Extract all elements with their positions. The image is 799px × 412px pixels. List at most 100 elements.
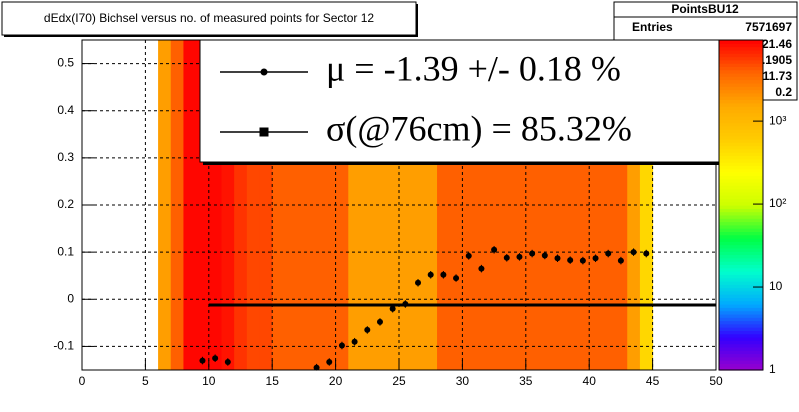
stats-value: 11.73 xyxy=(763,69,793,83)
profile-point xyxy=(224,358,231,365)
colorbar-step xyxy=(719,172,763,176)
colorbar-step xyxy=(719,112,763,117)
y-tick-label: 0.5 xyxy=(57,56,74,70)
heatmap-cell xyxy=(170,40,184,370)
colorbar-step xyxy=(719,99,763,104)
colorbar-step xyxy=(719,63,763,67)
colorbar-step xyxy=(719,261,763,265)
colorbar-step xyxy=(719,125,763,130)
colorbar-step xyxy=(719,277,763,282)
colorbar-step xyxy=(719,244,763,249)
legend-entry: σ(@76cm) = 85.32% xyxy=(326,108,632,148)
colorbar-step xyxy=(719,290,763,295)
colorbar-step xyxy=(719,59,763,64)
profile-point xyxy=(529,250,536,257)
stats-label: Entries xyxy=(632,20,673,34)
colorbar-step xyxy=(719,346,763,351)
colorbar-step xyxy=(719,158,763,163)
profile-point xyxy=(338,342,345,349)
profile-point xyxy=(313,364,320,371)
y-tick-label: 0.1 xyxy=(57,244,74,258)
colorbar-step xyxy=(719,313,763,318)
profile-point xyxy=(478,265,485,272)
x-tick-label: 45 xyxy=(646,374,660,388)
colorbar-step xyxy=(719,340,763,345)
colorbar-step xyxy=(719,53,763,58)
profile-point xyxy=(579,257,586,264)
colorbar-step xyxy=(719,366,763,371)
stats-value: 21.46 xyxy=(762,37,792,51)
profile-point xyxy=(643,250,650,257)
colorbar-step xyxy=(719,178,763,183)
y-tick-label: 0.4 xyxy=(57,103,74,117)
colorbar-step xyxy=(719,221,763,226)
colorbar-step xyxy=(719,297,763,302)
colorbar-step xyxy=(719,181,763,186)
colorbar-step xyxy=(719,185,763,190)
colorbar-step xyxy=(719,274,763,279)
colorbar-step xyxy=(719,79,763,84)
profile-point xyxy=(516,253,523,260)
chart-title: dEdx(I70) Bichsel versus no. of measured… xyxy=(44,11,374,25)
colorbar-step xyxy=(719,257,763,262)
colorbar-step xyxy=(719,323,763,328)
x-tick-label: 20 xyxy=(329,374,343,388)
profile-point xyxy=(541,252,548,259)
colorbar-step xyxy=(719,205,763,209)
colorbar-step xyxy=(719,238,763,242)
stats-value: 0.1905 xyxy=(755,53,792,67)
colorbar-step xyxy=(719,287,763,292)
colorbar-step xyxy=(719,280,763,285)
colorbar-step xyxy=(719,307,763,312)
colorbar-step xyxy=(719,198,763,203)
colorbar-step xyxy=(719,214,763,219)
profile-point xyxy=(630,249,637,256)
colorbar-step xyxy=(719,241,763,246)
profile-point xyxy=(199,357,206,364)
colorbar-step xyxy=(719,122,763,127)
y-tick-label: 0.2 xyxy=(57,197,74,211)
x-tick-label: 40 xyxy=(583,374,597,388)
colorbar-step xyxy=(719,40,763,44)
colorbar-step xyxy=(719,320,763,325)
colorbar-step xyxy=(719,46,763,51)
colorbar-step xyxy=(719,304,763,308)
colorbar-step xyxy=(719,294,763,298)
colorbar-step xyxy=(719,109,763,114)
x-tick-label: 50 xyxy=(709,374,723,388)
colorbar-step xyxy=(719,208,763,213)
colorbar-step xyxy=(719,129,763,133)
profile-point xyxy=(491,246,498,253)
profile-point xyxy=(389,305,396,312)
y-tick-label: 0.3 xyxy=(57,150,74,164)
profile-point xyxy=(567,257,574,264)
x-tick-label: 0 xyxy=(79,374,86,388)
colorbar-step xyxy=(719,155,763,160)
colorbar-step xyxy=(719,188,763,193)
colorbar-step xyxy=(719,337,763,341)
profile-point xyxy=(351,338,358,345)
colorbar-step xyxy=(719,333,763,338)
heatmap-cell xyxy=(158,40,172,370)
profile-point xyxy=(465,252,472,259)
profile-point xyxy=(503,254,510,261)
colorbar-step xyxy=(719,310,763,315)
colorbar-step xyxy=(719,152,763,157)
colorbar-step xyxy=(719,115,763,120)
z-tick-label: 1 xyxy=(769,362,776,376)
colorbar-step xyxy=(719,224,763,229)
colorbar-step xyxy=(719,327,763,331)
colorbar-step xyxy=(719,271,763,275)
colorbar-step xyxy=(719,317,763,322)
colorbar-step xyxy=(719,360,763,364)
profile-point xyxy=(212,355,219,362)
profile-point xyxy=(617,257,624,264)
y-tick-label: 0 xyxy=(67,291,74,305)
colorbar-step xyxy=(719,218,763,223)
colorbar-step xyxy=(719,73,763,77)
legend-marker xyxy=(259,127,269,137)
colorbar-step xyxy=(719,350,763,355)
profile-point xyxy=(326,358,333,365)
profile-point xyxy=(402,301,409,307)
stats-title: PointsBU12 xyxy=(671,2,739,16)
